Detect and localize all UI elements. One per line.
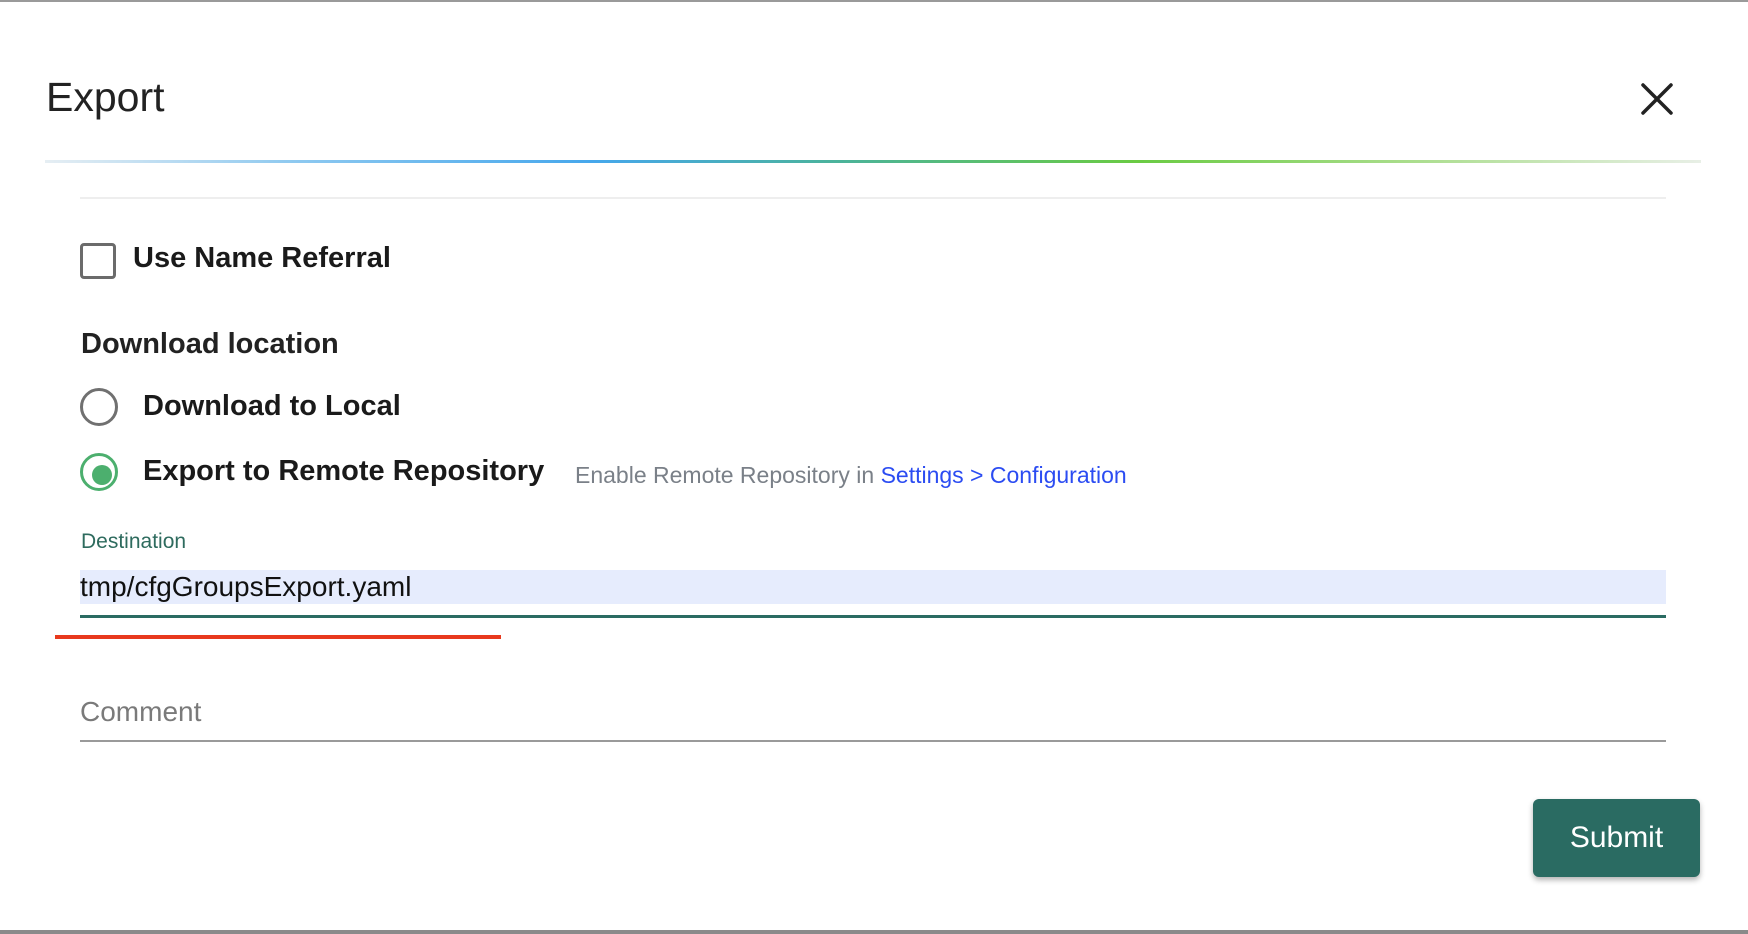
destination-label: Destination xyxy=(81,530,187,553)
settings-configuration-link[interactable]: Settings > Configuration xyxy=(880,462,1127,488)
radio-selected-dot xyxy=(92,465,112,485)
destination-input[interactable] xyxy=(80,570,1666,604)
annotation-red-underline xyxy=(55,635,501,639)
comment-input[interactable] xyxy=(80,692,1666,732)
header-gradient-divider xyxy=(45,160,1701,163)
close-icon[interactable] xyxy=(1638,80,1676,118)
window-top-border xyxy=(0,0,1748,2)
dialog-title: Export xyxy=(46,74,165,120)
use-name-referral-checkbox[interactable] xyxy=(80,243,116,279)
window-bottom-border xyxy=(0,930,1748,934)
comment-underline xyxy=(80,740,1666,742)
export-to-remote-label[interactable]: Export to Remote Repository xyxy=(143,455,545,487)
destination-underline xyxy=(80,615,1666,618)
remote-repository-hint: Enable Remote Repository in Settings > C… xyxy=(575,462,1127,489)
download-location-heading: Download location xyxy=(81,328,339,360)
export-to-remote-radio[interactable] xyxy=(80,453,118,491)
download-to-local-label[interactable]: Download to Local xyxy=(143,390,401,422)
section-divider xyxy=(80,197,1666,199)
hint-text: Enable Remote Repository in xyxy=(575,462,881,488)
download-to-local-radio[interactable] xyxy=(80,388,118,426)
submit-button[interactable]: Submit xyxy=(1533,799,1700,877)
use-name-referral-label[interactable]: Use Name Referral xyxy=(133,242,391,274)
